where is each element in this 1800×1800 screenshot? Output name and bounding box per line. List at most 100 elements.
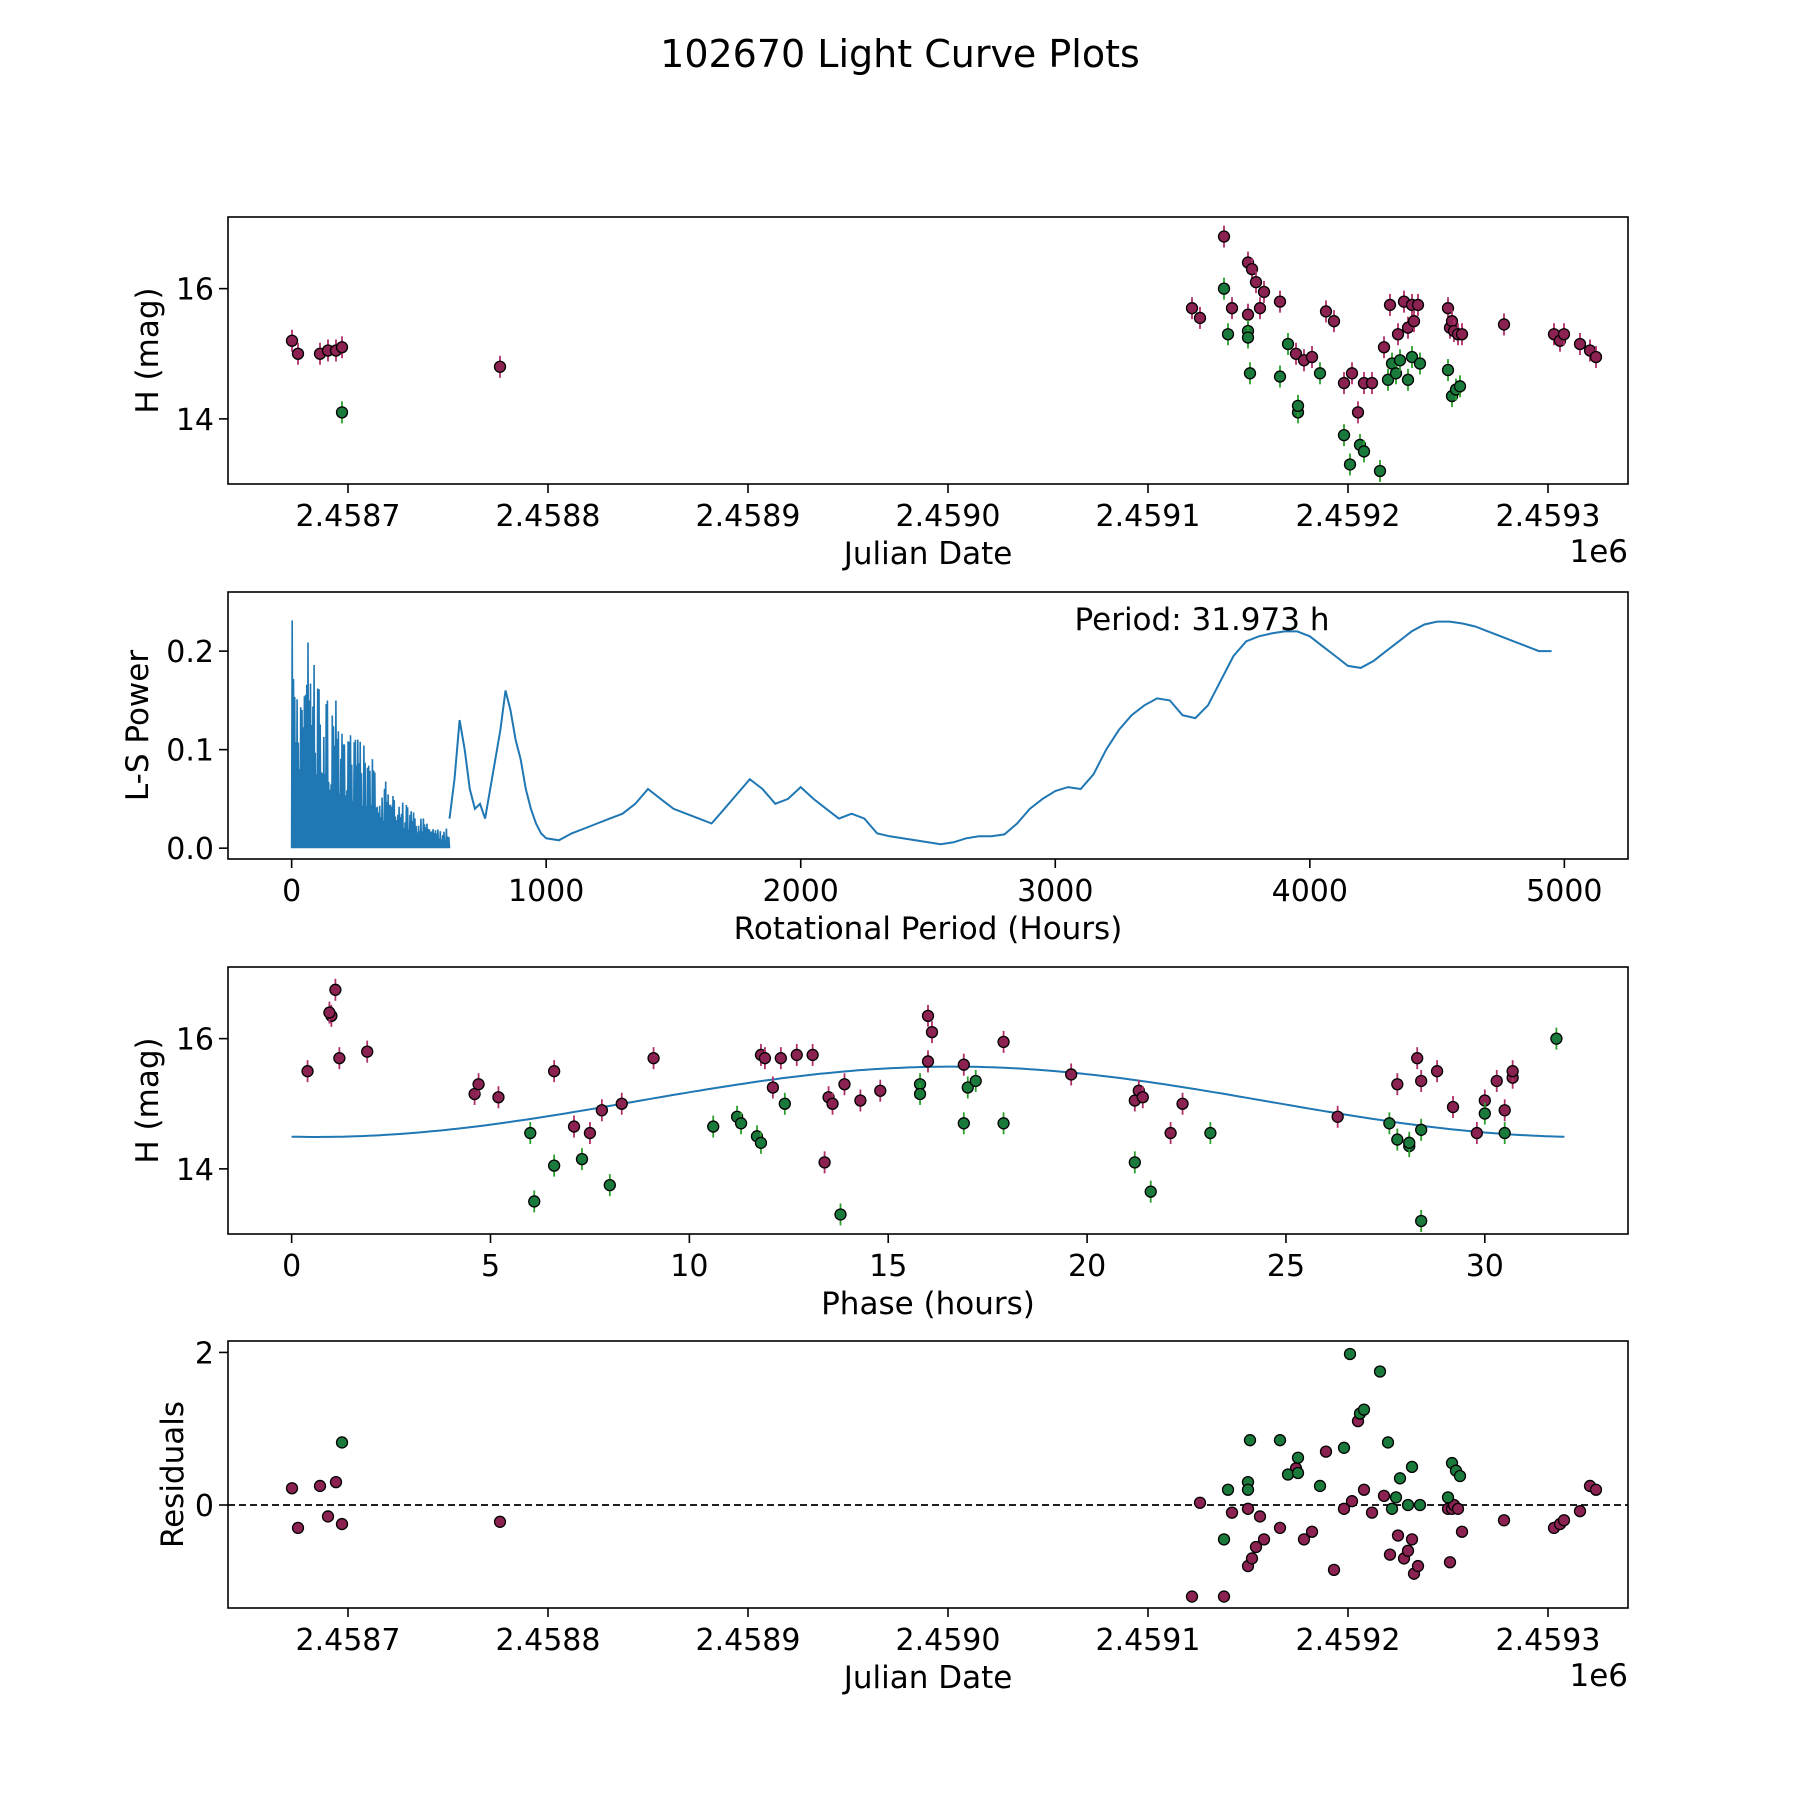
data-point-r — [1455, 1525, 1469, 1538]
data-point-g — [1313, 367, 1327, 380]
y-tick-label: 2 — [195, 1336, 214, 1371]
data-point-g — [707, 1120, 720, 1133]
x-offset-label: 1e6 — [1569, 534, 1628, 570]
data-point-r — [321, 1510, 335, 1523]
data-point-g — [1241, 1483, 1255, 1496]
data-point-r — [1185, 1590, 1199, 1603]
data-point-r — [1470, 1126, 1484, 1140]
data-point-r — [1383, 1548, 1397, 1561]
y-tick-label: 0.0 — [166, 832, 214, 867]
data-point-r — [472, 1078, 485, 1091]
x-tick-label: 2.4589 — [696, 1623, 801, 1658]
x-tick-label: 15 — [869, 1249, 907, 1284]
data-point-r — [1345, 367, 1359, 380]
data-point-g — [335, 406, 349, 419]
data-point-r — [1351, 406, 1365, 419]
x-tick-label: 2.4592 — [1296, 1623, 1401, 1658]
data-point-r — [854, 1094, 867, 1107]
period-annotation: Period: 31.973 h — [1075, 602, 1330, 638]
axes-frame — [227, 591, 1629, 860]
x-tick-label: 2.4588 — [496, 499, 601, 534]
data-point-r — [774, 1052, 787, 1065]
data-point-r — [921, 1009, 935, 1022]
data-point-r — [291, 1521, 305, 1535]
data-point-r — [1297, 1533, 1311, 1546]
data-point-r — [1415, 1074, 1428, 1088]
data-point-g — [1383, 1117, 1396, 1130]
data-point-g — [1337, 1441, 1351, 1454]
data-point-g — [961, 1081, 974, 1094]
data-point-r — [758, 1052, 772, 1065]
data-point-r — [1217, 1590, 1231, 1603]
data-point-r — [1365, 1506, 1379, 1519]
data-point-r — [1245, 1552, 1259, 1565]
data-point-g — [1405, 1460, 1419, 1474]
data-point-r — [766, 1081, 780, 1094]
plot-area — [228, 1347, 1628, 1603]
x-tick-label: 2.4587 — [296, 1623, 401, 1658]
data-point-r — [1225, 302, 1239, 315]
data-point-r — [1573, 337, 1587, 351]
data-point-r — [1164, 1126, 1177, 1140]
x-tick-label: 2.4591 — [1096, 1623, 1201, 1658]
x-tick-label: 20 — [1068, 1249, 1106, 1284]
x-tick-label: 0 — [282, 1249, 301, 1284]
data-point-r — [1305, 1525, 1319, 1538]
data-point-r — [361, 1045, 374, 1058]
x-tick-label: 2.4589 — [696, 499, 801, 534]
data-point-r — [1411, 1052, 1424, 1065]
data-point-g — [1281, 1468, 1295, 1481]
x-tick-label: 2.4588 — [496, 1623, 601, 1658]
data-point-g — [603, 1179, 616, 1192]
data-point-g — [997, 1117, 1010, 1130]
data-point-r — [547, 1065, 561, 1078]
data-point-r — [1383, 298, 1397, 312]
data-point-r — [647, 1052, 660, 1065]
data-point-g — [913, 1087, 927, 1101]
data-point-r — [1391, 1529, 1405, 1542]
data-point-g — [1291, 399, 1305, 413]
y-axis-label: L-S Power — [120, 650, 156, 801]
data-point-g — [1281, 337, 1295, 351]
data-point-r — [1573, 1504, 1587, 1518]
x-tick-label: 2.4590 — [896, 1623, 1001, 1658]
x-tick-label: 4000 — [1272, 874, 1348, 909]
data-point-g — [524, 1126, 537, 1140]
data-point-r — [1337, 376, 1351, 390]
data-point-g — [1343, 458, 1357, 471]
data-point-g — [1357, 1403, 1371, 1416]
data-point-r — [1589, 350, 1603, 364]
data-point-g — [1385, 1502, 1399, 1515]
x-tick-label: 2.4587 — [296, 499, 401, 534]
x-tick-label: 5000 — [1526, 874, 1602, 909]
data-point-r — [493, 1515, 507, 1528]
data-point-g — [1550, 1032, 1563, 1045]
data-point-r — [1557, 1514, 1571, 1527]
data-point-r — [1257, 285, 1271, 299]
data-point-g — [1453, 380, 1467, 393]
figure-title: 102670 Light Curve Plots — [660, 32, 1140, 76]
data-point-r — [997, 1035, 1010, 1049]
data-point-r — [1446, 1100, 1460, 1114]
data-point-r — [567, 1120, 581, 1133]
data-point-r — [790, 1048, 803, 1062]
data-point-r — [1557, 328, 1571, 341]
data-point-r — [1455, 328, 1469, 341]
data-point-g — [1393, 1472, 1407, 1485]
data-point-r — [1273, 295, 1287, 308]
x-tick-label: 2.4593 — [1496, 499, 1601, 534]
data-point-r — [1253, 1510, 1267, 1523]
y-tick-label: 16 — [176, 273, 214, 308]
data-point-g — [1498, 1126, 1511, 1140]
x-axis-label: Rotational Period (Hours) — [734, 911, 1123, 947]
data-point-g — [1413, 357, 1427, 370]
y-axis-label: H (mag) — [130, 287, 166, 413]
y-axis-label: Residuals — [155, 1401, 191, 1548]
data-point-r — [1589, 1483, 1603, 1496]
data-point-g — [1405, 350, 1419, 364]
panel-1: 2.4587 2.4588 2.4589 2.4590 2.4591 2.4592 2.45… — [130, 216, 1629, 572]
data-point-r — [1289, 347, 1303, 360]
plot-area — [290, 620, 1552, 849]
